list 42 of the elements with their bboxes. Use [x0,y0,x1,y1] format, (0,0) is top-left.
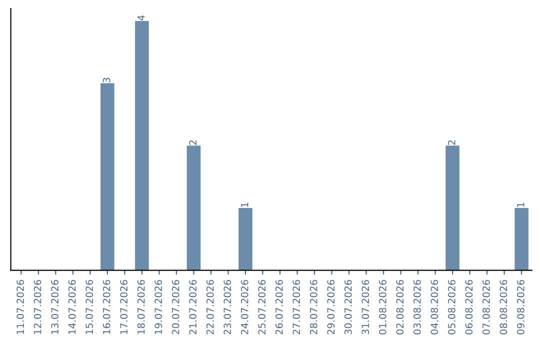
x-tick-label: 17.07.2026 [120,280,128,334]
x-tick-label: 18.07.2026 [137,280,145,334]
x-tick-label: 24.07.2026 [240,280,248,334]
x-tick-label: 23.07.2026 [224,280,232,334]
x-tick-label: 15.07.2026 [86,280,93,334]
data-label: 1 [517,202,524,207]
bar [238,208,252,270]
data-label: 2 [189,140,196,145]
x-tick-label: 25.07.2026 [258,280,266,334]
x-tick-label: 12.07.2026 [34,280,42,334]
x-tick-label: 04.08.2026 [430,280,438,334]
data-label: 4 [138,15,145,20]
bar [100,83,114,270]
x-tick-label: 07.08.2026 [482,280,490,334]
x-tick-label: 22.07.2026 [206,280,214,334]
bar [446,146,460,270]
x-tick-label: 09.08.2026 [517,280,524,334]
x-tick-label: 30.07.2026 [344,280,352,334]
data-label: 1 [241,202,248,207]
data-label: 2 [448,140,456,145]
x-tick-label: 08.08.2026 [500,280,508,334]
x-tick-label: 05.08.2026 [448,280,456,334]
x-tick-label: 20.07.2026 [172,280,180,334]
x-tick-label: 27.07.2026 [292,280,300,334]
bar [135,20,149,270]
x-tick-label: 31.07.2026 [362,280,370,334]
bar [514,208,528,270]
x-tick-label: 03.08.2026 [413,280,421,334]
x-tick-label: 21.07.2026 [189,280,197,334]
x-tick-label: 29.07.2026 [327,280,335,334]
x-tick-label: 16.07.2026 [102,280,110,334]
data-label: 3 [102,78,110,83]
x-tick-label: 14.07.2026 [68,280,76,334]
bar [186,146,201,270]
x-tick-label: 26.07.2026 [275,280,283,334]
x-tick-label: 02.08.2026 [396,280,404,334]
x-tick-label: 19.07.2026 [154,280,162,334]
x-tick-label: 06.08.2026 [465,280,473,334]
x-tick-label: 01.08.2026 [378,280,386,334]
x-tick-label: 13.07.2026 [51,280,58,334]
x-tick-label: 28.07.2026 [310,280,318,334]
x-tick-label: 11.07.2026 [16,280,24,334]
